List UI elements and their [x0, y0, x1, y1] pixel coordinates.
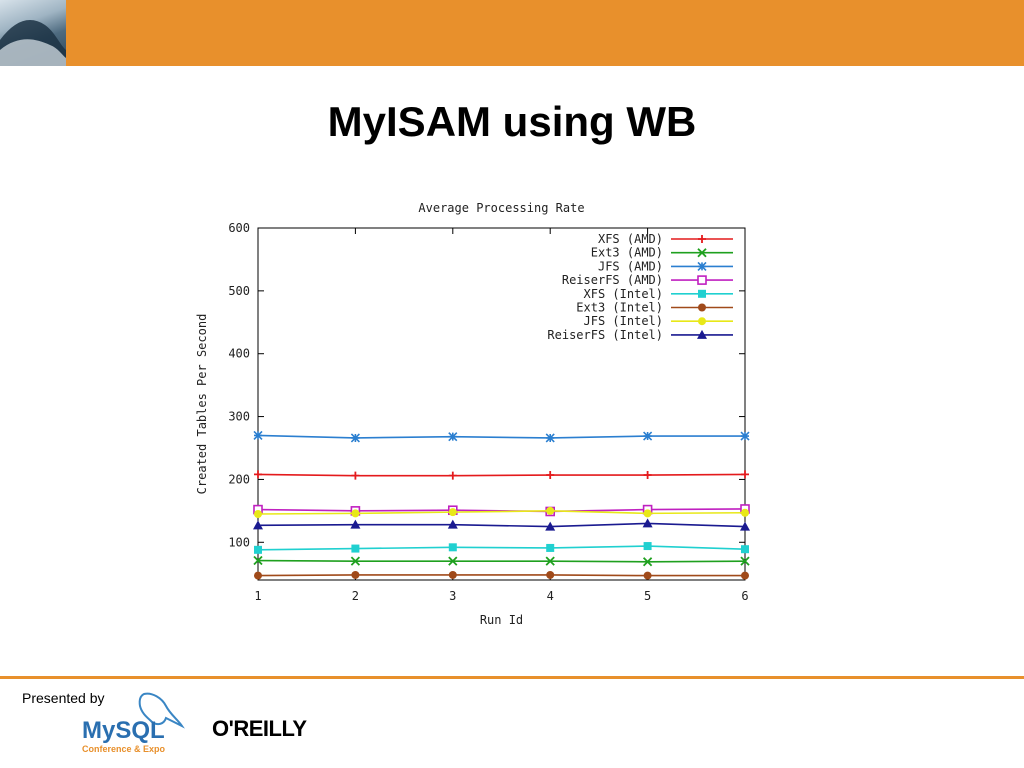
series-point-2	[740, 431, 750, 441]
mysql-wordmark: MySQL	[82, 717, 165, 744]
series-point-6	[448, 508, 457, 517]
y-tick-label: 500	[228, 284, 250, 298]
series-line-5	[257, 574, 745, 577]
oreilly-logo: O'REILLY	[212, 716, 307, 741]
series-point-4	[643, 542, 652, 551]
series-line-1	[257, 559, 746, 563]
series-point-7	[447, 519, 458, 529]
footer-rule	[0, 676, 1024, 679]
series-point-5	[643, 571, 652, 580]
wave-image	[0, 0, 66, 66]
slide-title: MyISAM using WB	[327, 98, 697, 145]
series-point-2	[448, 432, 458, 442]
series-point-6	[254, 510, 262, 518]
legend-marker-2	[697, 261, 707, 271]
legend-label-3: ReiserFS (AMD)	[562, 273, 663, 287]
series-point-5	[741, 571, 749, 580]
y-tick-label: 100	[228, 535, 250, 549]
series-point-6	[546, 506, 555, 515]
series-line-2	[257, 434, 745, 439]
mysql-conference-label: Conference & Expo	[82, 744, 166, 754]
series-point-1	[350, 556, 361, 566]
series-point-1	[253, 555, 263, 566]
series-point-5	[546, 570, 555, 579]
series-point-0	[546, 471, 555, 480]
y-axis-label: Created Tables Per Second	[195, 314, 209, 495]
legend-marker-5	[698, 303, 706, 312]
series-point-4	[351, 544, 360, 553]
y-tick-label: 200	[228, 472, 250, 486]
series-point-7	[642, 518, 653, 528]
legend-label-5: Ext3 (Intel)	[576, 301, 663, 315]
series-point-7	[545, 521, 556, 531]
series-point-2	[350, 433, 360, 443]
series-line-6	[257, 510, 746, 515]
header-bar	[0, 0, 1024, 66]
series-line-4	[257, 545, 746, 551]
x-tick-label: 5	[644, 589, 651, 603]
series-point-0	[741, 470, 749, 479]
series-point-5	[448, 570, 457, 579]
chart-title: Average Processing Rate	[418, 201, 584, 215]
legend-label-6: JFS (Intel)	[584, 314, 663, 328]
series-point-0	[254, 470, 262, 479]
series-point-4	[254, 545, 262, 554]
series-point-1	[448, 556, 458, 566]
series-point-0	[448, 471, 457, 480]
series-point-6	[351, 509, 360, 518]
series-point-2	[545, 433, 555, 443]
legend-label-7: ReiserFS (Intel)	[547, 328, 663, 342]
series-line-0	[257, 473, 746, 477]
x-tick-label: 2	[352, 589, 359, 603]
legend-marker-0	[698, 235, 706, 243]
legend-label-2: JFS (AMD)	[598, 259, 663, 273]
y-tick-label: 600	[228, 221, 250, 235]
series-point-6	[741, 508, 749, 517]
x-tick-label: 6	[741, 589, 748, 603]
plot-frame	[257, 227, 746, 581]
series-point-0	[351, 471, 360, 480]
legend-label-1: Ext3 (AMD)	[591, 246, 663, 260]
presented-by-label: Presented by	[22, 690, 105, 706]
legend-marker-7	[697, 329, 707, 339]
series-point-2	[253, 430, 263, 440]
series-point-7	[740, 521, 750, 531]
legend-marker-3	[697, 275, 707, 285]
y-tick-label: 400	[228, 347, 250, 361]
series-point-0	[643, 471, 652, 480]
series-point-1	[740, 556, 750, 566]
processing-rate-chart: Average Processing Rate 100 200 300 400 500 60…	[195, 201, 750, 627]
x-tick-label: 3	[449, 589, 456, 603]
legend-label-4: XFS (Intel)	[584, 287, 663, 301]
legend-marker-6	[698, 317, 706, 326]
series-point-4	[546, 543, 555, 552]
series-point-5	[351, 570, 360, 579]
series-line-7	[257, 522, 746, 528]
series-point-4	[448, 543, 457, 552]
mysql-logo: MySQL Conference & Expo	[82, 692, 185, 754]
series-point-1	[642, 557, 653, 567]
x-tick-label: 1	[254, 589, 261, 603]
series-point-7	[253, 520, 263, 530]
series-point-2	[643, 431, 653, 441]
series-point-4	[741, 545, 749, 554]
series-point-1	[545, 556, 555, 566]
series-point-5	[254, 571, 262, 580]
legend-marker-1	[697, 248, 707, 258]
x-axis-label: Run Id	[480, 613, 523, 627]
series-point-7	[350, 519, 361, 529]
legend-marker-4	[698, 289, 706, 298]
dolphin-icon	[138, 692, 185, 729]
legend-label-0: XFS (AMD)	[598, 232, 663, 246]
series-point-6	[643, 509, 652, 518]
y-tick-label: 300	[228, 410, 250, 424]
x-tick-label: 4	[547, 589, 554, 603]
